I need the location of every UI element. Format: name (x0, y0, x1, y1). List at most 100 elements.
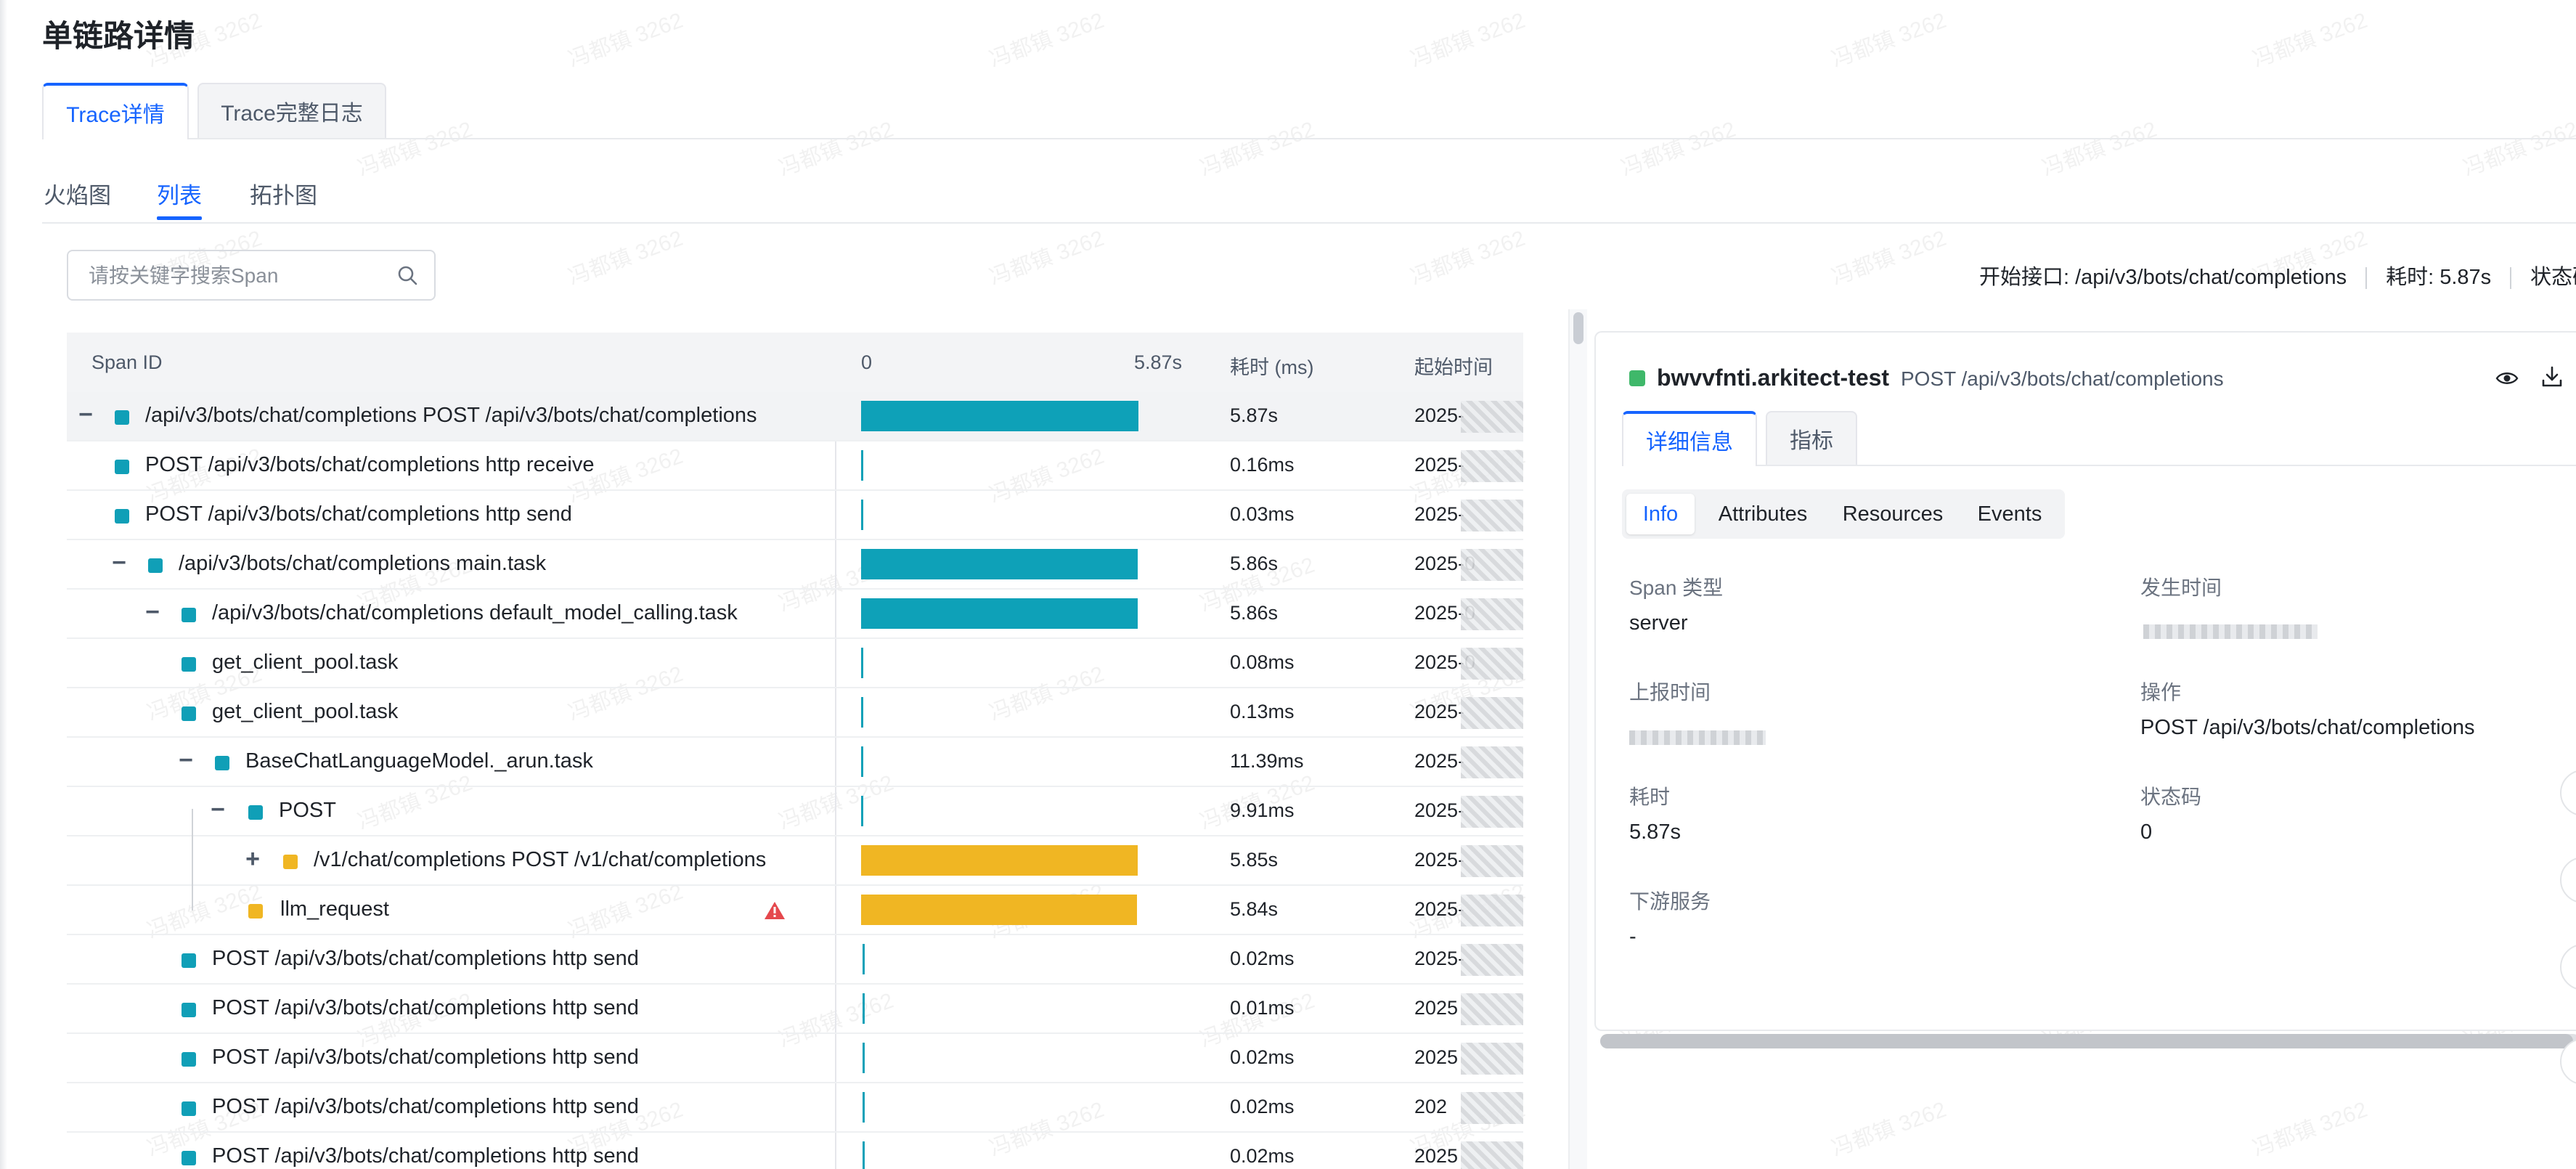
table-row[interactable]: − /api/v3/bots/chat/completions default_m… (67, 590, 1523, 639)
service-color-marker (148, 558, 163, 573)
redacted-value (1461, 895, 1523, 926)
segment-events[interactable]: Events (1977, 502, 2042, 526)
table-row[interactable]: POST /api/v3/bots/chat/completions http … (67, 1034, 1523, 1083)
duration-bar[interactable] (861, 845, 1138, 876)
panel-splitter[interactable] (1568, 309, 1587, 1169)
panel-horizontal-scrollbar[interactable] (1600, 1034, 2576, 1048)
summary-status: 状态码: (2530, 266, 2576, 289)
span-duration: 0.02ms (1230, 1096, 1295, 1117)
table-row[interactable]: POST /api/v3/bots/chat/completions http … (67, 1133, 1523, 1169)
table-row[interactable]: POST /api/v3/bots/chat/completions http … (67, 935, 1523, 985)
span-duration: 0.16ms (1230, 454, 1295, 476)
duration-bar[interactable] (861, 500, 863, 530)
span-duration: 0.01ms (1230, 997, 1295, 1019)
span-name: POST /api/v3/bots/chat/completions http … (212, 1144, 639, 1168)
duration-bar[interactable] (863, 944, 865, 974)
table-row[interactable]: − /api/v3/bots/chat/completions POST /api… (67, 392, 1523, 441)
span-start-time: 2025- (1414, 701, 1465, 722)
duration-bar[interactable] (861, 401, 1138, 431)
field-label-reported-at: 上报时间 (1629, 681, 1711, 704)
span-start-time: 2025- (1414, 404, 1465, 426)
table-row[interactable]: POST /api/v3/bots/chat/completions http … (67, 1083, 1523, 1133)
duration-bar[interactable] (863, 993, 865, 1024)
tree-guide-line (192, 809, 193, 911)
redacted-value (1461, 746, 1523, 778)
segment-info[interactable]: Info (1626, 494, 1695, 534)
service-color-marker (248, 904, 263, 918)
download-icon[interactable] (2540, 364, 2564, 389)
table-row[interactable]: − POST 9.91ms 2025- (67, 787, 1523, 836)
table-row[interactable]: get_client_pool.task 0.08ms 2025-0 (67, 639, 1523, 688)
table-row[interactable]: POST /api/v3/bots/chat/completions http … (67, 491, 1523, 540)
duration-bar[interactable] (861, 549, 1138, 579)
duration-bar[interactable] (861, 895, 1137, 925)
duration-bar[interactable] (863, 1043, 865, 1073)
table-row[interactable]: POST /api/v3/bots/chat/completions http … (67, 441, 1523, 491)
span-start-time: 2025- (1414, 898, 1465, 920)
span-name: POST /api/v3/bots/chat/completions http … (212, 996, 639, 1019)
span-search[interactable] (67, 250, 436, 301)
search-input[interactable] (87, 261, 380, 290)
tab-detail-info[interactable]: 详细信息 (1622, 411, 1757, 466)
tab-flame-graph[interactable]: 火焰图 (44, 183, 111, 208)
span-start-time: 2025- (1414, 750, 1465, 772)
span-name: /api/v3/bots/chat/completions POST /api/… (145, 404, 757, 427)
redacted-value (1629, 730, 1766, 745)
tab-metrics[interactable]: 指标 (1766, 411, 1857, 465)
duration-bar[interactable] (863, 1092, 865, 1123)
span-name: POST (279, 799, 336, 822)
service-color-marker (182, 1052, 196, 1067)
redacted-value (1461, 598, 1523, 630)
splitter-handle[interactable] (1573, 312, 1583, 344)
collapse-toggle[interactable]: − (112, 549, 126, 577)
span-operation: POST /api/v3/bots/chat/completions (1901, 367, 2224, 390)
table-row[interactable]: + /v1/chat/completions POST /v1/chat/comp… (67, 836, 1523, 886)
scrollbar-thumb[interactable] (1600, 1034, 2573, 1048)
eye-icon[interactable] (2495, 367, 2519, 389)
duration-bar[interactable] (863, 1141, 865, 1169)
watermark-text: 冯都镇 3262 (986, 8, 1107, 73)
top-tab-bar: Trace详情 Trace完整日志 (42, 83, 2576, 139)
divider (2510, 267, 2512, 290)
span-name: llm_request (280, 897, 389, 921)
column-divider (835, 392, 836, 1169)
tab-trace-full-log[interactable]: Trace完整日志 (197, 83, 386, 138)
search-icon[interactable] (395, 263, 421, 289)
tab-trace-detail[interactable]: Trace详情 (42, 83, 189, 139)
span-name: POST /api/v3/bots/chat/completions http … (145, 453, 595, 476)
tab-list[interactable]: 列表 (157, 183, 202, 208)
tab-topology[interactable]: 拓扑图 (250, 183, 317, 208)
collapse-toggle[interactable]: − (179, 746, 193, 774)
segment-attributes[interactable]: Attributes (1718, 502, 1808, 526)
table-row[interactable]: get_client_pool.task 0.13ms 2025- (67, 688, 1523, 738)
service-color-marker (182, 953, 196, 968)
expand-toggle[interactable]: + (245, 845, 260, 873)
segment-resources[interactable]: Resources (1842, 502, 1944, 526)
span-name: POST /api/v3/bots/chat/completions http … (212, 1046, 639, 1069)
redacted-value (1461, 401, 1523, 433)
service-color-marker (182, 706, 196, 721)
table-row[interactable]: − /api/v3/bots/chat/completions main.task… (67, 540, 1523, 590)
divider (2365, 267, 2368, 290)
collapse-toggle[interactable]: − (78, 401, 93, 428)
duration-bar[interactable] (861, 450, 863, 481)
span-start-time: 2025 (1414, 997, 1459, 1019)
duration-bar[interactable] (861, 746, 863, 777)
duration-bar[interactable] (861, 598, 1138, 629)
duration-bar[interactable] (861, 648, 863, 678)
duration-bar[interactable] (861, 796, 863, 826)
span-start-time: 2025 (1414, 1145, 1459, 1167)
duration-bar[interactable] (861, 697, 863, 728)
redacted-value (2143, 624, 2318, 639)
table-row[interactable]: POST /api/v3/bots/chat/completions http … (67, 985, 1523, 1034)
header-span-id: Span ID (91, 351, 163, 373)
table-row[interactable]: llm_request 5.84s 2025- (67, 886, 1523, 935)
field-label-occurred-at: 发生时间 (2140, 577, 2222, 599)
collapse-toggle[interactable]: − (145, 598, 160, 626)
redacted-value (1461, 450, 1523, 482)
header-axis-start: 0 (861, 351, 873, 373)
span-name: get_client_pool.task (212, 651, 399, 674)
collapse-toggle[interactable]: − (211, 796, 225, 823)
table-row[interactable]: − BaseChatLanguageModel._arun.task 11.39ms… (67, 738, 1523, 787)
service-color-marker (182, 1101, 196, 1116)
